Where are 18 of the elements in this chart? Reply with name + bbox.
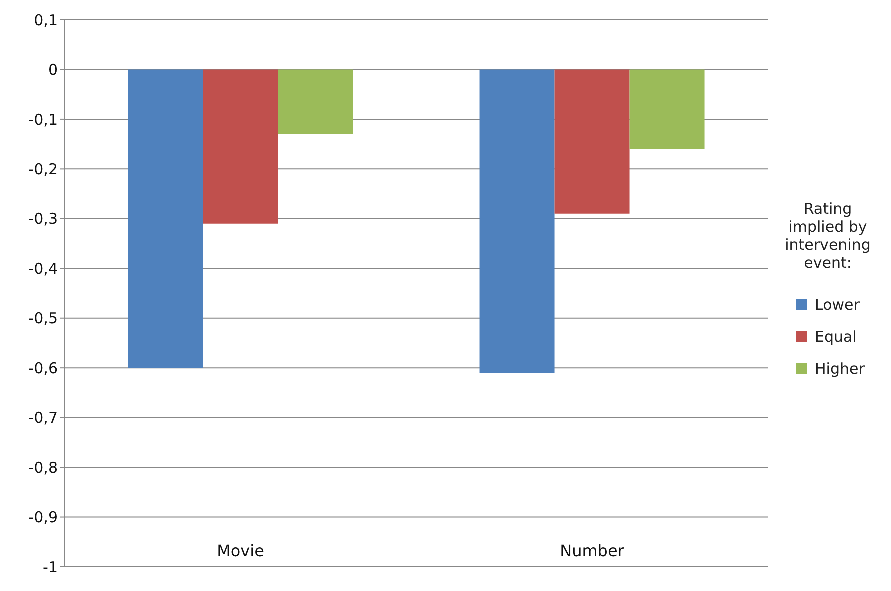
y-tick-label: -0,2 [28, 160, 58, 179]
y-tick-label: -0,9 [28, 508, 58, 527]
legend-title: Rating implied by intervening event: [784, 200, 872, 272]
y-tick-label: -0,4 [28, 260, 58, 278]
y-tick-label: -0,8 [28, 458, 58, 477]
y-tick-label: 0 [48, 61, 58, 80]
y-tick-label: -0,7 [28, 409, 58, 428]
x-tick-label: Number [560, 541, 625, 560]
x-tick-label: Movie [217, 541, 264, 560]
y-tick-label: -1 [43, 558, 58, 576]
y-tick-label: -0,6 [28, 359, 58, 378]
y-tick-label: 0,1 [34, 11, 58, 30]
legend-label: Equal [815, 328, 857, 346]
legend-label: Higher [815, 360, 865, 378]
y-tick-label: -0,3 [28, 210, 58, 228]
y-tick-label: -0,5 [28, 310, 58, 328]
legend-label: Lower [815, 296, 860, 314]
y-tick-label: -0,1 [28, 110, 58, 129]
